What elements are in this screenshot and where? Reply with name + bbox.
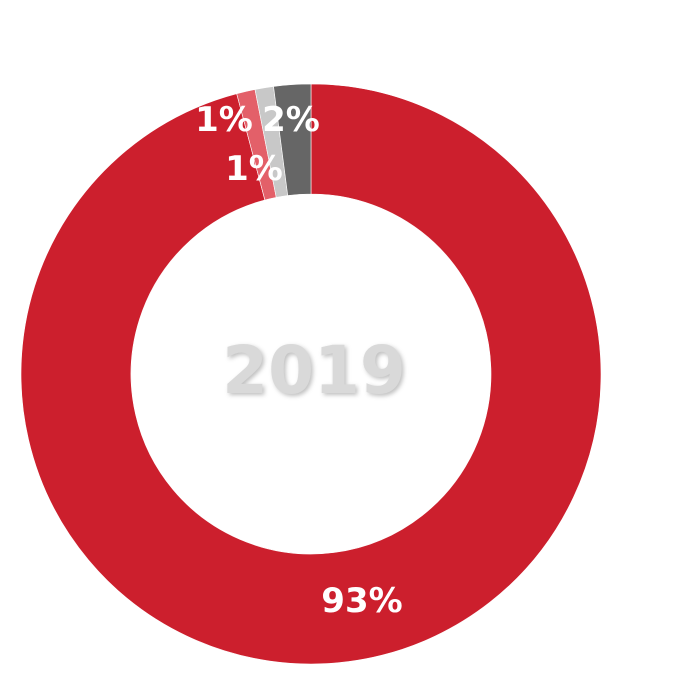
donut-slices (20, 83, 602, 665)
center-year-label: 2019 (222, 332, 406, 409)
slice-labels: 93%1%1%2% (195, 100, 403, 621)
slice-label-2: 1% (225, 149, 283, 189)
slice-label-1: 1% (195, 100, 253, 140)
donut-slice-3 (273, 83, 312, 196)
donut-slice-0 (20, 83, 602, 665)
slice-label-0: 93% (321, 581, 402, 621)
slice-label-3: 2% (262, 100, 320, 140)
